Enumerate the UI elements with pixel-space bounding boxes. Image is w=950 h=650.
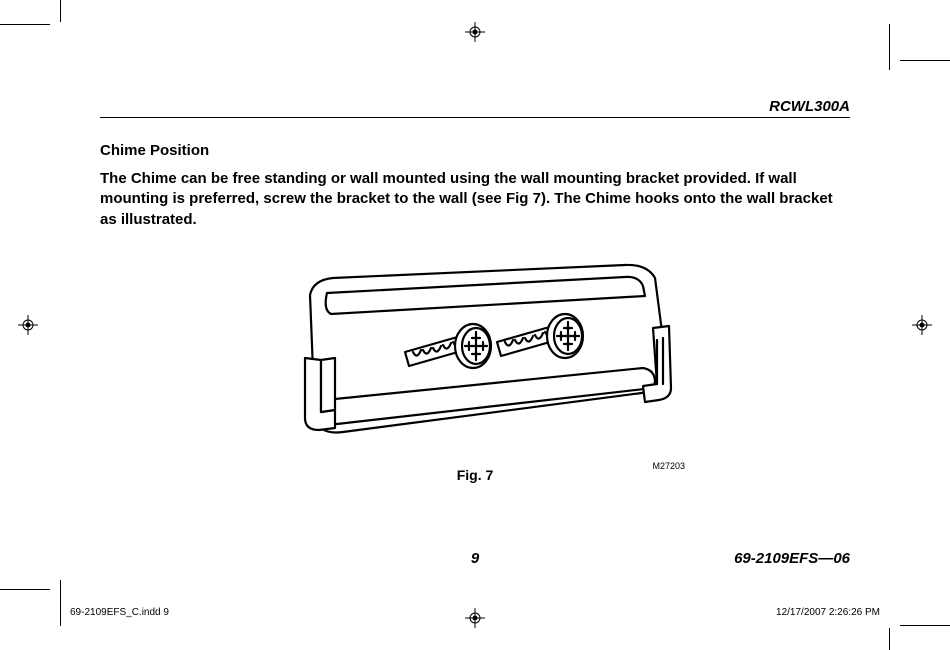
section-title: Chime Position [100, 142, 850, 159]
header-rule: RCWL300A [100, 100, 850, 118]
bracket-illustration-icon [265, 260, 685, 460]
registration-mark-icon [912, 315, 932, 335]
crop-mark [60, 0, 61, 22]
crop-mark [0, 589, 50, 590]
figure: Fig. 7 M27203 [100, 260, 850, 487]
figure-label: Fig. 7 [457, 467, 494, 483]
slug-timestamp: 12/17/2007 2:26:26 PM [776, 607, 880, 618]
page-number: 9 [471, 550, 479, 567]
document-number: 69-2109EFS—06 [734, 550, 850, 567]
model-number: RCWL300A [769, 98, 850, 115]
page-footer: 9 69-2109EFS—06 [100, 550, 850, 570]
crop-mark [900, 60, 950, 61]
crop-mark [60, 580, 61, 626]
crop-mark [889, 628, 890, 650]
figure-code: M27203 [652, 461, 685, 471]
slug-filename: 69-2109EFS_C.indd 9 [70, 607, 169, 618]
registration-mark-icon [18, 315, 38, 335]
crop-mark [900, 625, 950, 626]
crop-mark [889, 24, 890, 70]
print-slug: 69-2109EFS_C.indd 9 12/17/2007 2:26:26 P… [70, 607, 880, 618]
page-content: RCWL300A Chime Position The Chime can be… [100, 100, 850, 570]
section-body: The Chime can be free standing or wall m… [100, 169, 850, 230]
crop-mark [0, 24, 50, 25]
registration-mark-icon [465, 22, 485, 42]
